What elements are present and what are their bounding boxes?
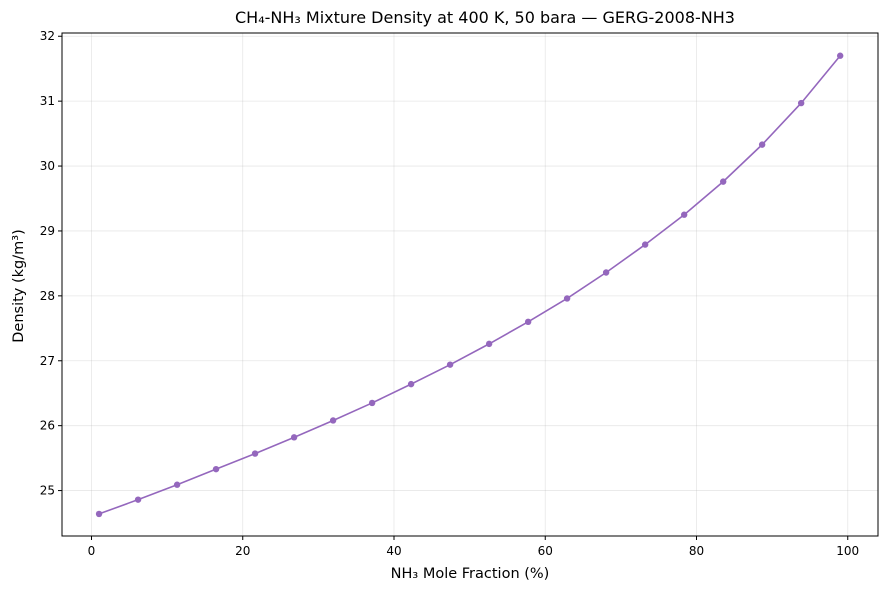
chart-title: CH₄-NH₃ Mixture Density at 400 K, 50 bar… bbox=[235, 8, 735, 27]
data-point bbox=[563, 295, 571, 302]
x-axis-label: NH₃ Mole Fraction (%) bbox=[391, 566, 550, 582]
data-point bbox=[446, 361, 454, 368]
y-tick-label: 32 bbox=[40, 29, 55, 43]
data-point bbox=[173, 481, 181, 488]
data-point bbox=[485, 340, 493, 348]
x-tick-label: 80 bbox=[689, 544, 704, 558]
data-point bbox=[680, 211, 688, 218]
series-line bbox=[98, 55, 841, 515]
y-axis-label: Density (kg/m³) bbox=[11, 229, 27, 342]
data-point bbox=[797, 99, 805, 107]
data-point bbox=[641, 241, 649, 248]
y-tick-label: 30 bbox=[40, 159, 55, 173]
data-point bbox=[329, 417, 337, 424]
data-point bbox=[134, 496, 142, 503]
y-tick-label: 26 bbox=[40, 419, 55, 433]
y-axis: 25 26 27 28 29 30 31 32 bbox=[40, 29, 62, 498]
data-point bbox=[524, 318, 532, 326]
grid bbox=[62, 33, 878, 536]
data-point bbox=[758, 141, 766, 148]
data-point bbox=[251, 450, 259, 457]
data-point bbox=[719, 178, 727, 185]
x-axis: 0 20 40 60 80 100 bbox=[88, 536, 859, 558]
x-tick-label: 0 bbox=[88, 544, 96, 558]
data-point bbox=[836, 52, 844, 59]
data-point bbox=[290, 434, 298, 441]
x-tick-label: 100 bbox=[836, 544, 859, 558]
data-point bbox=[95, 510, 103, 518]
data-point bbox=[602, 269, 610, 276]
y-tick-label: 31 bbox=[40, 94, 55, 108]
data-point bbox=[368, 399, 376, 407]
data-series bbox=[95, 52, 844, 518]
plot-frame bbox=[61, 32, 879, 537]
data-point bbox=[212, 465, 220, 473]
x-tick-label: 40 bbox=[386, 544, 401, 558]
y-tick-label: 29 bbox=[40, 224, 55, 238]
y-tick-label: 27 bbox=[40, 354, 55, 368]
x-tick-label: 60 bbox=[538, 544, 553, 558]
y-tick-label: 28 bbox=[40, 289, 55, 303]
x-tick-label: 20 bbox=[235, 544, 250, 558]
y-tick-label: 25 bbox=[40, 484, 55, 498]
data-point bbox=[407, 380, 415, 388]
